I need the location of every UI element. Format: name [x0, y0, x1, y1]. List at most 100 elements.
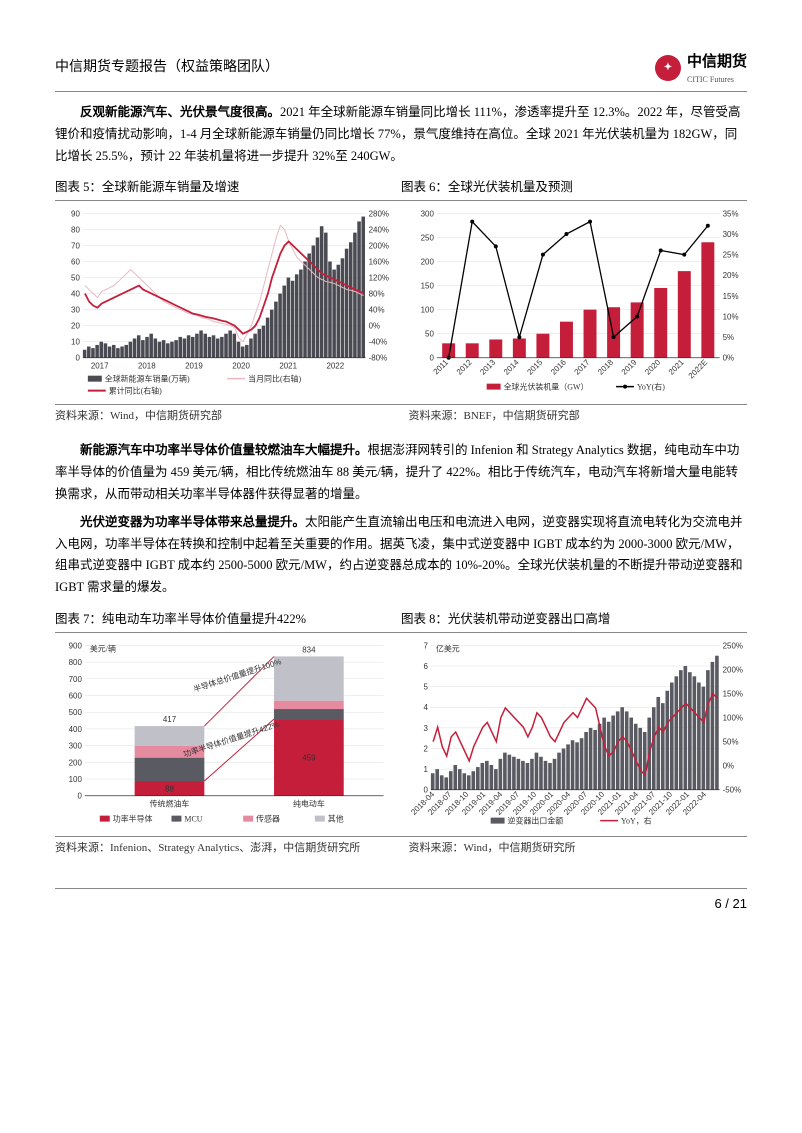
svg-text:834: 834 — [302, 646, 316, 655]
svg-text:纯电动车: 纯电动车 — [293, 799, 325, 809]
svg-text:150%: 150% — [722, 690, 742, 699]
svg-text:200: 200 — [420, 258, 434, 267]
svg-text:900: 900 — [69, 642, 83, 651]
svg-text:90: 90 — [71, 210, 80, 219]
svg-text:2020: 2020 — [643, 358, 662, 377]
svg-text:80: 80 — [71, 226, 80, 235]
svg-text:2011: 2011 — [431, 358, 450, 377]
svg-text:40: 40 — [71, 290, 80, 299]
svg-text:逆变器出口金额: 逆变器出口金额 — [507, 816, 563, 826]
svg-text:70: 70 — [71, 242, 80, 251]
chart-6: 0501001502002503000%5%10%15%20%25%30%35%… — [409, 205, 748, 400]
chart-titles-2: 图表 7：纯电动车功率半导体价值量提升422% 图表 8：光伏装机带动逆变器出口… — [55, 609, 747, 633]
svg-text:全球新能源车销量(万辆): 全球新能源车销量(万辆) — [105, 374, 190, 384]
svg-text:15%: 15% — [722, 292, 738, 301]
svg-text:30: 30 — [71, 306, 80, 315]
svg-text:2021: 2021 — [279, 362, 297, 371]
page-header: 中信期货专题报告（权益策略团队） ✦ 中信期货 CITIC Futures — [55, 50, 747, 92]
svg-text:280%: 280% — [369, 210, 389, 219]
chart6-title: 图表 6：全球光伏装机量及预测 — [401, 177, 747, 197]
svg-text:累计同比(右轴): 累计同比(右轴) — [109, 386, 162, 396]
sources-1: 资料来源：Wind，中信期货研究部 资料来源：BNEF，中信期货研究部 — [55, 404, 747, 426]
svg-text:传统燃油车: 传统燃油车 — [150, 799, 190, 809]
svg-text:2022: 2022 — [326, 362, 344, 371]
svg-text:40%: 40% — [369, 306, 385, 315]
svg-text:700: 700 — [69, 675, 83, 684]
svg-text:传感器: 传感器 — [256, 814, 280, 824]
svg-text:300: 300 — [420, 210, 434, 219]
svg-text:0%: 0% — [722, 762, 734, 771]
svg-text:MCU: MCU — [184, 815, 202, 824]
svg-text:500: 500 — [69, 708, 83, 717]
svg-text:2018: 2018 — [596, 358, 615, 377]
svg-text:2019: 2019 — [619, 358, 638, 377]
svg-text:YoY，右: YoY，右 — [621, 816, 652, 826]
brand-cn: 中信期货 — [687, 50, 747, 74]
src8: 资料来源：Wind，中信期货研究所 — [409, 840, 748, 858]
svg-text:2019: 2019 — [185, 362, 203, 371]
svg-text:600: 600 — [69, 692, 83, 701]
svg-text:25%: 25% — [722, 251, 738, 260]
svg-text:全球光伏装机量（GW）: 全球光伏装机量（GW） — [503, 382, 588, 392]
svg-text:0%: 0% — [722, 354, 734, 363]
svg-text:10%: 10% — [722, 313, 738, 322]
svg-text:2014: 2014 — [501, 358, 520, 377]
svg-text:150: 150 — [420, 282, 434, 291]
svg-text:半导体总价值量提升100%: 半导体总价值量提升100% — [192, 656, 283, 694]
svg-text:250%: 250% — [722, 642, 742, 651]
svg-text:60: 60 — [71, 258, 80, 267]
chart-7: 0100200300400500600700800900美元/辆41788834… — [55, 637, 394, 832]
chart5-title: 图表 5：全球新能源车销量及增速 — [55, 177, 401, 197]
svg-text:2021: 2021 — [666, 358, 685, 377]
svg-text:6: 6 — [423, 662, 428, 671]
svg-text:100: 100 — [420, 306, 434, 315]
src7: 资料来源：Infenion、Strategy Analytics、澎湃，中信期货… — [55, 840, 394, 858]
svg-text:美元/辆: 美元/辆 — [90, 644, 116, 654]
sources-2: 资料来源：Infenion、Strategy Analytics、澎湃，中信期货… — [55, 836, 747, 858]
paragraph-1: 反观新能源汽车、光伏景气度很高。2021 年全球新能源车销量同比增长 111%，… — [55, 102, 747, 168]
svg-text:2: 2 — [423, 745, 428, 754]
svg-text:240%: 240% — [369, 226, 389, 235]
svg-text:1: 1 — [423, 765, 428, 774]
svg-text:功率半导体: 功率半导体 — [113, 814, 153, 824]
svg-text:2015: 2015 — [525, 358, 544, 377]
charts-row-1: 0102030405060708090-80%-40%0%40%80%120%1… — [55, 205, 747, 400]
src6: 资料来源：BNEF，中信期货研究部 — [409, 408, 748, 426]
src5: 资料来源：Wind，中信期货研究部 — [55, 408, 394, 426]
svg-text:10: 10 — [71, 338, 80, 347]
chart-titles-1: 图表 5：全球新能源车销量及增速 图表 6：全球光伏装机量及预测 — [55, 177, 747, 201]
svg-text:5%: 5% — [722, 334, 734, 343]
page-number: 6 / 21 — [55, 888, 747, 915]
paragraph-2: 新能源汽车中功率半导体价值量较燃油车大幅提升。根据澎湃网转引的 Infenion… — [55, 440, 747, 506]
svg-text:200%: 200% — [722, 666, 742, 675]
svg-text:2013: 2013 — [478, 358, 497, 377]
brand-en: CITIC Futures — [687, 74, 747, 87]
svg-text:88: 88 — [165, 785, 174, 794]
svg-text:459: 459 — [302, 754, 316, 763]
svg-text:-50%: -50% — [722, 786, 741, 795]
svg-text:20%: 20% — [722, 272, 738, 281]
svg-text:2020: 2020 — [232, 362, 250, 371]
svg-text:0: 0 — [429, 354, 434, 363]
header-title: 中信期货专题报告（权益策略团队） — [55, 57, 279, 79]
svg-text:200%: 200% — [369, 242, 389, 251]
svg-text:300: 300 — [69, 742, 83, 751]
svg-text:120%: 120% — [369, 274, 389, 283]
svg-text:80%: 80% — [369, 290, 385, 299]
svg-text:50: 50 — [71, 274, 80, 283]
svg-text:2012: 2012 — [454, 358, 473, 377]
svg-text:其他: 其他 — [328, 814, 344, 824]
svg-text:2017: 2017 — [91, 362, 109, 371]
svg-text:当月同比(右轴): 当月同比(右轴) — [248, 374, 301, 384]
svg-text:-40%: -40% — [369, 338, 388, 347]
svg-text:0%: 0% — [369, 322, 381, 331]
svg-text:50%: 50% — [722, 738, 738, 747]
svg-text:4: 4 — [423, 703, 428, 712]
svg-text:3: 3 — [423, 724, 428, 733]
header-brand: ✦ 中信期货 CITIC Futures — [655, 50, 747, 87]
chart-8: 01234567-50%0%50%100%150%200%250%亿美元2018… — [409, 637, 748, 832]
svg-text:2018: 2018 — [138, 362, 156, 371]
svg-text:35%: 35% — [722, 210, 738, 219]
citic-logo-icon: ✦ — [655, 55, 681, 81]
svg-text:417: 417 — [163, 715, 177, 724]
